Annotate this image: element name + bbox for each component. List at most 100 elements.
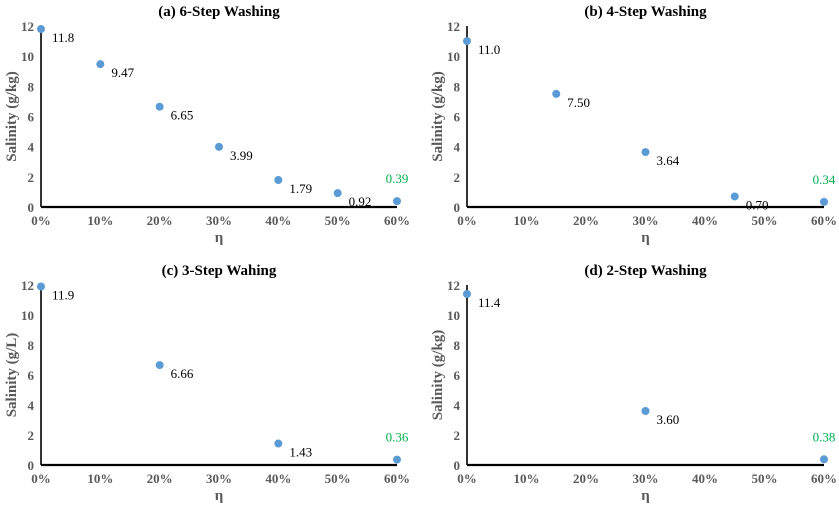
x-tick-label: 0% — [457, 213, 477, 228]
y-tick-label: 10 — [447, 308, 460, 323]
data-point — [463, 37, 471, 46]
data-label: 6.65 — [171, 108, 194, 123]
x-tick-label: 10% — [87, 213, 113, 228]
chart-title: (d) 2-Step Washing — [584, 263, 707, 279]
data-label: 9.47 — [111, 65, 134, 80]
data-point — [274, 176, 283, 185]
x-tick-label: 50% — [325, 471, 351, 486]
data-point — [393, 455, 401, 464]
y-tick-label: 2 — [28, 170, 35, 185]
y-tick-label: 12 — [447, 19, 460, 34]
x-tick-label: 40% — [265, 471, 291, 486]
y-axis-title: Salinity (g/kg) — [430, 330, 446, 420]
x-tick-label: 0% — [457, 471, 477, 486]
x-tick-label: 60% — [384, 213, 410, 228]
data-point — [820, 455, 828, 464]
chart-panel-0: (a) 6-Step Washing 0 2 4 6 8 10 12 0% 10% 20% 30% 40… — [4, 4, 410, 246]
data-point — [552, 89, 561, 98]
x-tick-label: 50% — [325, 213, 351, 228]
y-tick-label: 6 — [28, 110, 35, 125]
data-label: 1.79 — [289, 181, 312, 196]
y-tick-label: 8 — [28, 338, 35, 353]
y-tick-label: 2 — [28, 428, 35, 443]
chart-title: (a) 6-Step Washing — [158, 4, 280, 20]
data-point — [333, 189, 342, 198]
y-tick-label: 12 — [21, 278, 34, 293]
data-label: 7.50 — [567, 95, 590, 110]
x-tick-label: 10% — [87, 471, 113, 486]
y-tick-label: 12 — [21, 19, 34, 34]
data-label: 11.9 — [52, 288, 74, 303]
data-label: 0.36 — [386, 430, 409, 445]
x-tick-label: 20% — [573, 471, 599, 486]
data-point — [37, 282, 45, 291]
chart-panel-3: (d) 2-Step Washing 0 2 4 6 8 10 12 0% 10% 20% 30% 40… — [430, 263, 837, 504]
data-point — [155, 102, 164, 111]
data-point — [820, 197, 828, 206]
y-tick-label: 4 — [28, 140, 35, 155]
x-tick-label: 30% — [206, 213, 232, 228]
data-label: 3.64 — [657, 153, 680, 168]
x-tick-label: 50% — [752, 213, 778, 228]
x-tick-label: 10% — [514, 471, 540, 486]
chart-panel-1: (b) 4-Step Washing 0 2 4 6 8 10 12 0% 10% 20% 30% 40… — [430, 4, 837, 246]
data-label: 11.4 — [478, 295, 501, 310]
data-point — [96, 60, 105, 69]
x-axis-title: η — [215, 230, 224, 246]
data-point — [730, 192, 739, 201]
chart-panel-2: (c) 3-Step Wahing 0 2 4 6 8 10 12 0% 10% 20% 30% 40%… — [4, 263, 410, 504]
x-tick-label: 50% — [752, 471, 778, 486]
data-label: 0.92 — [349, 194, 372, 209]
data-point — [155, 361, 164, 370]
y-tick-label: 4 — [28, 398, 35, 413]
chart-title: (b) 4-Step Washing — [584, 4, 707, 20]
data-label: 3.99 — [230, 148, 253, 163]
y-axis-title: Salinity (g/L) — [4, 333, 20, 418]
y-axis-title: Salinity (g/kg) — [430, 71, 446, 161]
x-tick-label: 0% — [31, 213, 51, 228]
data-point — [37, 25, 45, 34]
x-tick-label: 0% — [31, 471, 51, 486]
data-label: 0.70 — [746, 197, 769, 212]
y-tick-label: 0 — [28, 458, 35, 473]
y-tick-label: 10 — [21, 308, 34, 323]
x-axis-title: η — [215, 488, 224, 504]
x-tick-label: 40% — [692, 471, 718, 486]
x-tick-label: 60% — [811, 213, 837, 228]
x-tick-label: 30% — [633, 471, 659, 486]
data-point — [215, 142, 223, 151]
x-axis-title: η — [641, 488, 650, 504]
data-label: 11.8 — [52, 30, 74, 45]
data-label: 6.66 — [171, 366, 194, 381]
data-point — [641, 407, 650, 415]
y-tick-label: 6 — [454, 110, 461, 125]
x-tick-label: 30% — [206, 471, 232, 486]
y-tick-label: 10 — [21, 49, 34, 64]
data-point — [463, 290, 471, 298]
x-tick-label: 30% — [633, 213, 659, 228]
y-tick-label: 0 — [454, 458, 461, 473]
x-tick-label: 60% — [811, 471, 837, 486]
x-axis-title: η — [641, 230, 650, 246]
x-tick-label: 10% — [514, 213, 540, 228]
y-tick-label: 2 — [454, 170, 461, 185]
y-tick-label: 0 — [454, 200, 461, 215]
data-label: 11.0 — [478, 42, 500, 57]
y-tick-label: 2 — [454, 428, 461, 443]
y-tick-label: 0 — [28, 200, 35, 215]
x-tick-label: 40% — [265, 213, 291, 228]
y-tick-label: 12 — [447, 278, 460, 293]
x-tick-label: 40% — [692, 213, 718, 228]
chart-title: (c) 3-Step Wahing — [162, 263, 277, 279]
y-tick-label: 8 — [454, 79, 461, 94]
y-tick-label: 4 — [454, 398, 461, 413]
data-label: 3.60 — [657, 412, 680, 427]
x-tick-label: 60% — [384, 471, 410, 486]
y-tick-label: 6 — [28, 368, 35, 383]
data-label: 0.38 — [813, 429, 836, 444]
y-tick-label: 4 — [454, 140, 461, 155]
y-tick-label: 6 — [454, 368, 461, 383]
y-tick-label: 8 — [454, 338, 461, 353]
x-tick-label: 20% — [147, 471, 173, 486]
